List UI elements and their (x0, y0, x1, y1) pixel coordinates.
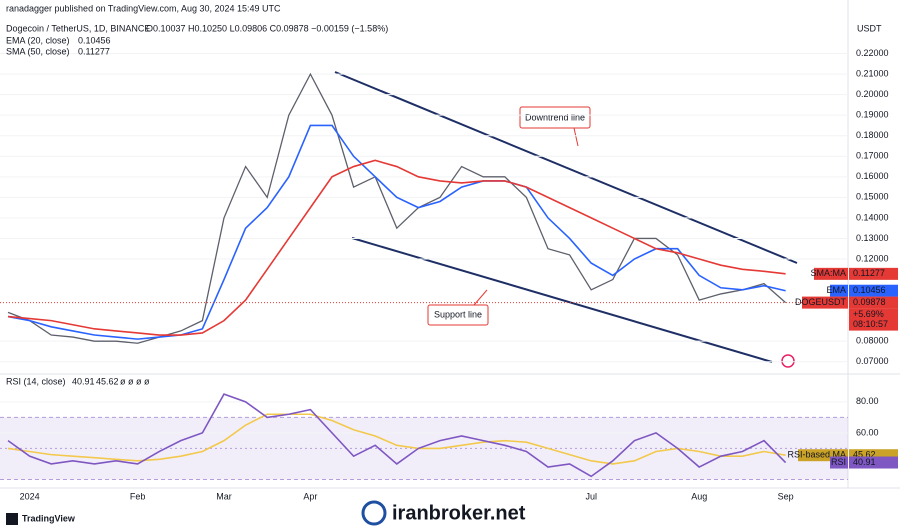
callout-line (573, 127, 579, 147)
legend-name: SMA (50, close) (6, 46, 70, 56)
y-tick-label: 60.00 (856, 427, 879, 437)
tag-label: DOGEUSDT (795, 297, 847, 307)
tag-value-box (849, 456, 898, 469)
callout-line (473, 289, 488, 306)
tag-value-box (849, 267, 898, 280)
y-tick-label: 0.12000 (856, 253, 889, 263)
y-tick-label: 0.07000 (856, 356, 889, 366)
ohlc: O0.10037 H0.10250 L0.09806 C0.09878 −0.0… (146, 23, 388, 33)
tag-label-box (830, 284, 848, 297)
y-tick-label: 0.20000 (856, 89, 889, 99)
series-line (7, 159, 786, 336)
annotation: Downtrend line (525, 112, 585, 122)
y-tick-label: 0.18000 (856, 130, 889, 140)
publisher: ranadagger published on TradingView.com,… (6, 3, 281, 13)
y-tick-label: 0.22000 (856, 48, 889, 58)
x-tick-label: Mar (216, 491, 232, 501)
tag-label: SMA:MA (810, 268, 846, 278)
legend-name: EMA (20, close) (6, 35, 70, 45)
currency: USDT (857, 23, 882, 33)
x-tick-label: Feb (130, 491, 146, 501)
x-tick-label: Sep (778, 491, 794, 501)
series-line (7, 72, 787, 344)
x-tick-label: Aug (691, 491, 707, 501)
downtrend-line (334, 71, 798, 264)
series-line (7, 413, 786, 465)
y-tick-label: 80.00 (856, 396, 879, 406)
tag-value: 0.11277 (853, 268, 885, 278)
tag-extra-box (849, 308, 898, 331)
tag-label-box (814, 267, 848, 280)
series-line (7, 393, 787, 478)
y-tick-label: 0.21000 (856, 68, 889, 78)
tag-value-box (849, 296, 898, 309)
symbol: Dogecoin / TetherUS, 1D, BINANCE (6, 23, 150, 33)
y-tick-label: 0.08000 (856, 336, 889, 346)
brand-logo (6, 513, 18, 525)
tag-value: 45.62 (853, 450, 876, 460)
tag-label: RSI (831, 457, 846, 467)
y-tick-label: 0.17000 (856, 151, 889, 161)
y-tick-label: 0.15000 (856, 192, 889, 202)
tag-value: 0.09878 (853, 297, 886, 307)
tag-label-box (830, 456, 848, 469)
x-tick-label: Jul (585, 491, 597, 501)
x-tick-label: Apr (303, 491, 317, 501)
countdown: 08:10:57 (853, 319, 888, 329)
watermark-logo (361, 500, 387, 526)
callout-box (427, 304, 489, 326)
watermark: iranbroker.net (392, 502, 526, 524)
y-tick-label: 0.14000 (856, 212, 889, 222)
tag-value-box (849, 284, 898, 297)
legend-value: 0.11277 (78, 46, 110, 56)
callout-box (519, 106, 591, 129)
legend-value: 40.91 (72, 376, 95, 386)
tag-value: 40.91 (853, 457, 876, 467)
legend-name: RSI (14, close) (6, 376, 66, 386)
tag-label-box (802, 296, 848, 309)
annotation: Support line (434, 309, 482, 319)
legend-value: 45.62 (96, 376, 119, 386)
brand: TradingView (22, 513, 76, 523)
tag-label: RSI-based MA (787, 450, 846, 460)
y-tick-label: 0.13000 (856, 233, 889, 243)
x-tick-label: 2024 (20, 491, 40, 501)
alert-icon (781, 354, 795, 368)
y-tick-label: 0.16000 (856, 171, 889, 181)
tag-label: EMA (826, 285, 846, 295)
legend-extras: ø ø ø ø (120, 376, 150, 386)
legend-value: 0.10456 (78, 35, 111, 45)
y-tick-label: 0.19000 (856, 110, 889, 120)
change-label: +5.69% (853, 309, 884, 319)
tag-value: 0.10456 (853, 285, 886, 295)
